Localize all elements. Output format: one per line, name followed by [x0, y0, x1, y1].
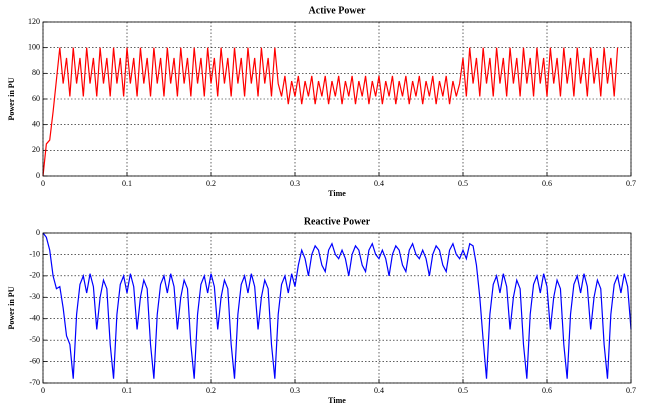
x-tick-label: 0.5 — [458, 179, 468, 188]
plot-frame — [42, 232, 632, 384]
y-tick-label: -20 — [29, 271, 40, 280]
y-tick-label: 100 — [28, 42, 40, 51]
y-axis-label: Power in PU — [7, 286, 16, 329]
plot-area — [43, 233, 631, 383]
x-tick-label: 0.6 — [542, 386, 552, 395]
x-tick-label: 0.2 — [206, 386, 216, 395]
x-axis-label: Time — [328, 396, 346, 405]
x-axis-label: Time — [328, 189, 346, 198]
x-tick-label: 0.1 — [122, 179, 132, 188]
y-axis-label: Power in PU — [7, 77, 16, 120]
x-tick-label: 0.4 — [374, 179, 384, 188]
y-tick-label: 120 — [28, 17, 40, 26]
y-tick-label: -60 — [29, 356, 40, 365]
x-tick-label: 0.7 — [626, 179, 636, 188]
y-tick-label: -50 — [29, 335, 40, 344]
x-tick-label: 0.4 — [374, 386, 384, 395]
x-tick-label: 0 — [41, 179, 45, 188]
y-tick-label: -30 — [29, 292, 40, 301]
y-tick-label: 60 — [32, 94, 40, 103]
chart-title: Active Power — [309, 5, 366, 16]
data-line — [42, 47, 619, 177]
plot-frame — [42, 21, 632, 177]
y-tick-label: 20 — [32, 145, 40, 154]
chart-title: Reactive Power — [304, 216, 371, 227]
y-tick-label: -70 — [29, 378, 40, 387]
y-tick-label: -40 — [29, 314, 40, 323]
y-tick-label: 0 — [36, 228, 40, 237]
y-tick-label: 40 — [32, 119, 40, 128]
y-tick-label: 80 — [32, 68, 40, 77]
y-tick-label: -10 — [29, 249, 40, 258]
x-tick-label: 0.3 — [290, 386, 300, 395]
x-tick-label: 0.2 — [206, 179, 216, 188]
x-tick-label: 0 — [41, 386, 45, 395]
x-tick-label: 0.5 — [458, 386, 468, 395]
x-tick-label: 0.3 — [290, 179, 300, 188]
x-tick-label: 0.7 — [626, 386, 636, 395]
y-tick-label: 0 — [36, 171, 40, 180]
data-line — [42, 232, 632, 379]
x-tick-label: 0.6 — [542, 179, 552, 188]
x-tick-label: 0.1 — [122, 386, 132, 395]
